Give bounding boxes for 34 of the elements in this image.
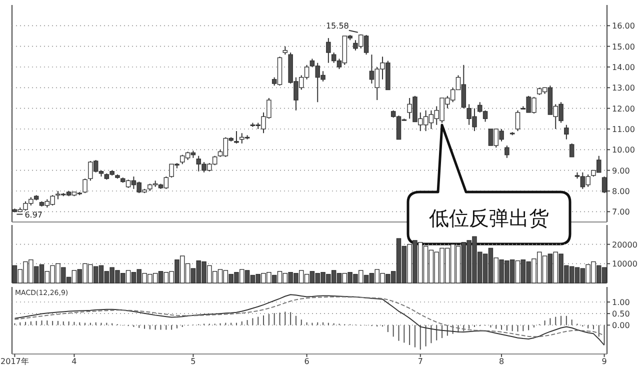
y-tick-label: 16.00 [612, 22, 635, 31]
line-series [14, 296, 605, 338]
y-tick-label: 1.00 [612, 298, 630, 308]
x-tick-label: 9 [602, 357, 607, 366]
y-tick-label: 20000 [612, 240, 638, 250]
y-tick-label: 0.00 [612, 321, 630, 330]
y-tick-label: 11.00 [612, 125, 635, 134]
annotation: 低位反弹出货 [429, 206, 549, 230]
candlestick [326, 38, 331, 64]
x-tick-label: 6 [304, 357, 310, 366]
y-tick-label: 10.00 [612, 146, 635, 155]
x-tick-label: 2017年 [0, 357, 29, 366]
y-tick-label: 12.00 [612, 104, 635, 114]
annotation: 6.97 [24, 210, 43, 220]
x-tick-label: 4 [72, 357, 77, 366]
y-tick-label: 14.00 [612, 63, 635, 72]
candlestick [564, 124, 569, 140]
y-tick-label: 15.00 [612, 42, 635, 52]
y-tick-label: 9.00 [612, 166, 630, 176]
candlestick [504, 145, 510, 158]
y-tick-label: 7.00 [612, 208, 630, 217]
y-tick-label: 0.50 [612, 310, 630, 319]
annotation: 15.58 [326, 21, 349, 30]
x-tick-label: 5 [190, 357, 196, 366]
x-tick-label: 7 [418, 357, 423, 366]
x-tick-label: 8 [498, 357, 504, 366]
candlestick [234, 130, 239, 144]
candlestick [569, 142, 574, 158]
y-tick-label: 13.00 [612, 84, 635, 93]
y-tick-label: 10000 [612, 260, 638, 269]
y-tick-label: 8.00 [612, 187, 630, 196]
candlestick [515, 110, 520, 132]
candlestick [82, 178, 88, 194]
line-series [14, 294, 605, 346]
